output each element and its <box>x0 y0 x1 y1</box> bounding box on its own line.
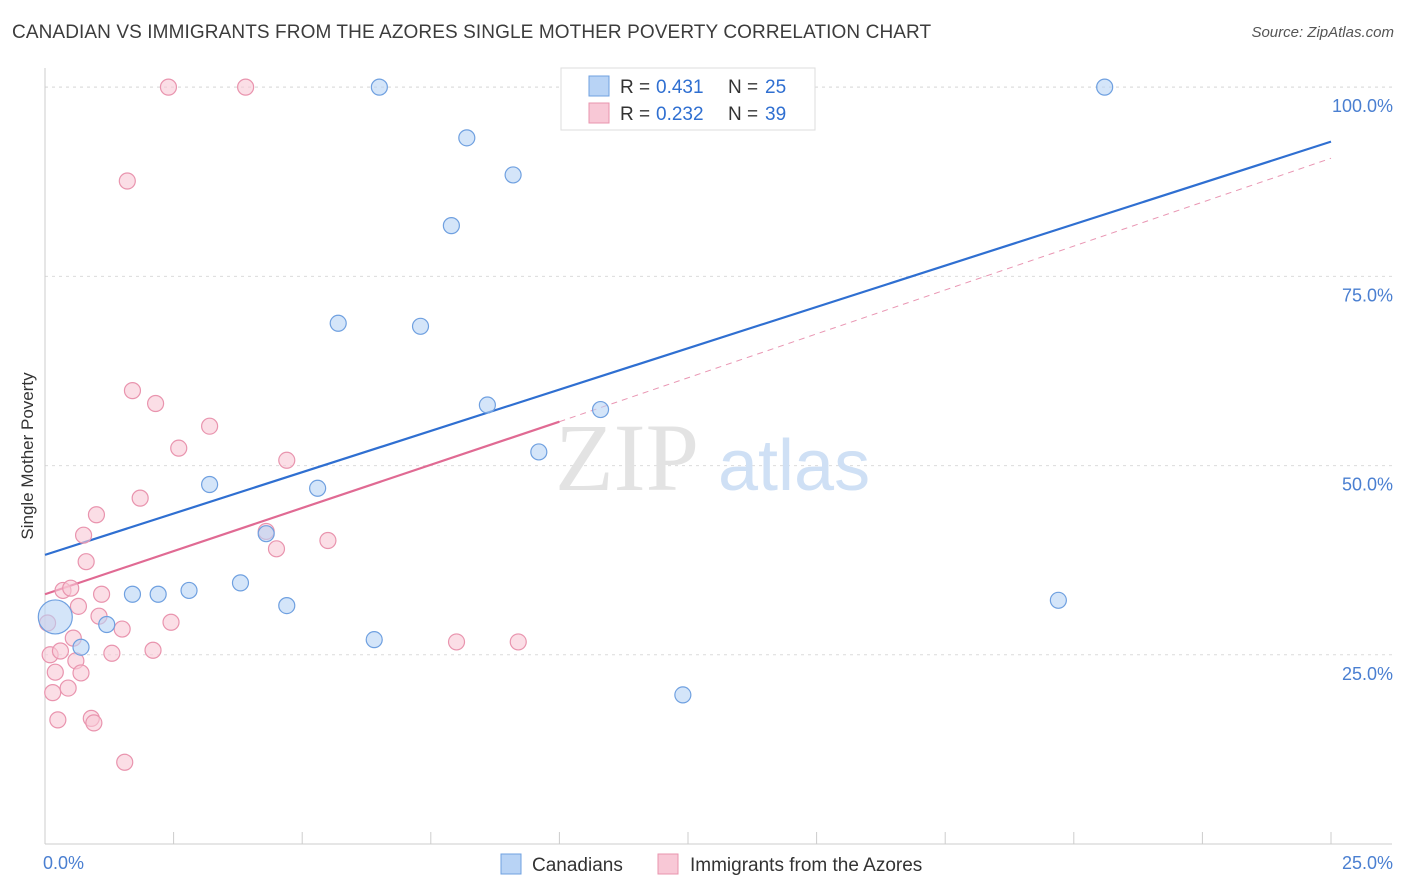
point-azores <box>146 394 165 413</box>
point-azores <box>59 679 77 697</box>
legend-r-value-1: 0.431 <box>656 77 704 98</box>
axes <box>44 68 1392 845</box>
legend: R = 0.431 N = 25 R = 0.232 N = 39 <box>560 67 816 131</box>
point-canadians <box>231 574 250 592</box>
point-azores <box>116 753 134 771</box>
point-azores <box>49 711 67 729</box>
bottom-legend: Canadians Immigrants from the Azores <box>500 853 922 876</box>
point-canadians <box>674 686 692 704</box>
point-azores <box>144 641 162 659</box>
point-canadians <box>309 479 327 497</box>
x-tick-label: 25.0% <box>1342 853 1393 873</box>
legend-n-label-2: N = <box>728 104 758 125</box>
points <box>37 78 1114 771</box>
y-tick-label: 100.0% <box>1332 96 1393 116</box>
bottom-legend-azores: Immigrants from the Azores <box>690 855 922 876</box>
point-canadians <box>123 585 142 603</box>
point-azores <box>131 489 149 507</box>
y-tick-label: 25.0% <box>1342 664 1393 684</box>
point-canadians <box>591 400 610 419</box>
point-canadians <box>478 396 496 414</box>
point-canadians <box>504 166 522 184</box>
y-tick-label: 50.0% <box>1342 475 1393 495</box>
legend-n-value-1: 25 <box>765 77 786 98</box>
y-axis-label: Single Mother Poverty <box>18 372 37 540</box>
point-azores <box>62 579 80 597</box>
legend-r-value-2: 0.232 <box>656 104 704 125</box>
bottom-legend-swatch-canadians <box>500 853 522 875</box>
trend-line-canadians <box>44 140 1332 556</box>
legend-n-value-2: 39 <box>765 104 786 125</box>
point-canadians <box>278 596 296 615</box>
point-azores <box>237 78 255 96</box>
point-canadians <box>72 638 90 656</box>
watermark-zip: ZIP <box>555 404 699 511</box>
legend-swatch-azores <box>588 102 610 124</box>
point-azores <box>170 439 188 457</box>
point-canadians <box>442 217 460 235</box>
trend-lines <box>44 140 1332 596</box>
bottom-legend-canadians: Canadians <box>532 855 623 876</box>
point-canadians <box>530 443 548 461</box>
point-canadians <box>1049 591 1067 609</box>
chart-title: CANADIAN VS IMMIGRANTS FROM THE AZORES S… <box>12 22 932 43</box>
point-canadians <box>149 585 167 603</box>
point-azores <box>87 506 106 524</box>
point-azores <box>46 663 64 681</box>
point-canadians <box>1096 78 1114 96</box>
legend-swatch-canadians <box>588 75 610 97</box>
legend-n-label-1: N = <box>728 77 758 98</box>
point-azores <box>123 382 142 400</box>
point-azores <box>92 585 111 603</box>
point-azores <box>85 714 103 732</box>
y-tick-label: 75.0% <box>1342 285 1393 305</box>
point-azores <box>51 642 70 660</box>
source-label: Source: ZipAtlas.com <box>1251 24 1394 41</box>
point-azores <box>113 620 131 638</box>
trend-line-azores-extension <box>559 157 1332 423</box>
point-azores <box>72 664 90 682</box>
point-azores <box>77 553 95 571</box>
point-canadians <box>411 317 430 335</box>
watermark-atlas: atlas <box>718 426 870 506</box>
point-azores <box>118 172 136 190</box>
point-azores <box>162 613 180 631</box>
point-canadians <box>201 475 219 494</box>
legend-r-label-1: R = <box>620 77 650 98</box>
bottom-legend-swatch-azores <box>657 853 679 875</box>
point-canadians <box>370 78 388 96</box>
point-azores <box>267 540 286 558</box>
x-tick-label: 0.0% <box>43 853 84 873</box>
point-canadians <box>257 525 275 543</box>
point-canadians <box>37 599 73 635</box>
point-canadians <box>329 314 347 332</box>
point-azores <box>509 633 527 651</box>
legend-r-label-2: R = <box>620 104 650 125</box>
point-canadians <box>98 615 116 634</box>
point-azores <box>447 633 466 651</box>
grid <box>45 86 1392 656</box>
point-azores <box>44 684 62 702</box>
point-canadians <box>365 631 383 649</box>
point-azores <box>319 531 337 550</box>
tick-labels: 25.0% 50.0% 75.0% 100.0% 0.0% 25.0% <box>43 96 1393 873</box>
point-canadians <box>180 581 198 600</box>
trend-line-azores <box>44 420 560 596</box>
point-canadians <box>458 129 476 147</box>
point-azores <box>278 451 296 469</box>
point-azores <box>74 526 93 544</box>
point-azores <box>201 417 219 435</box>
point-azores <box>103 644 121 662</box>
point-azores <box>69 597 88 615</box>
point-azores <box>159 78 178 96</box>
